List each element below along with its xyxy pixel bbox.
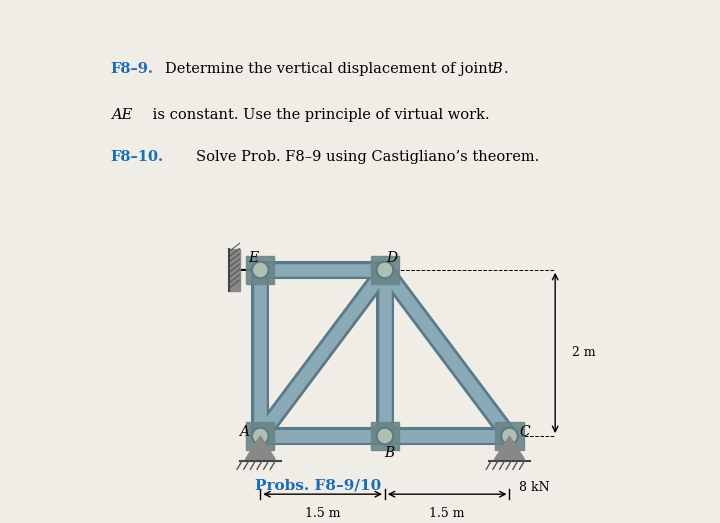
Circle shape — [252, 262, 269, 278]
Polygon shape — [495, 422, 523, 450]
Circle shape — [501, 428, 518, 445]
Text: 1.5 m: 1.5 m — [429, 507, 465, 520]
Text: E: E — [248, 252, 258, 265]
Text: .: . — [504, 62, 508, 76]
Text: 1.5 m: 1.5 m — [305, 507, 341, 520]
Circle shape — [377, 428, 393, 445]
Polygon shape — [371, 256, 399, 284]
Text: 8 kN: 8 kN — [519, 481, 550, 494]
Text: Determine the vertical displacement of joint: Determine the vertical displacement of j… — [165, 62, 498, 76]
Polygon shape — [229, 249, 240, 291]
Circle shape — [377, 262, 393, 278]
Text: C: C — [519, 425, 530, 439]
Polygon shape — [246, 436, 275, 459]
Text: A: A — [239, 425, 248, 439]
Text: Solve Prob. F8–9 using Castigliano’s theorem.: Solve Prob. F8–9 using Castigliano’s the… — [196, 150, 539, 164]
Circle shape — [252, 428, 269, 445]
Text: F8–9.: F8–9. — [111, 62, 153, 76]
Polygon shape — [246, 422, 274, 450]
Polygon shape — [246, 256, 274, 284]
Polygon shape — [495, 436, 524, 459]
Text: AE: AE — [111, 108, 132, 122]
Text: B: B — [491, 62, 502, 76]
Text: D: D — [386, 252, 397, 265]
Text: is constant. Use the principle of virtual work.: is constant. Use the principle of virtua… — [148, 108, 490, 122]
Text: F8–10.: F8–10. — [111, 150, 164, 164]
Text: B: B — [384, 446, 394, 460]
Text: Probs. F8–9/10: Probs. F8–9/10 — [256, 479, 382, 493]
Polygon shape — [371, 422, 399, 450]
Text: 2 m: 2 m — [572, 346, 595, 359]
